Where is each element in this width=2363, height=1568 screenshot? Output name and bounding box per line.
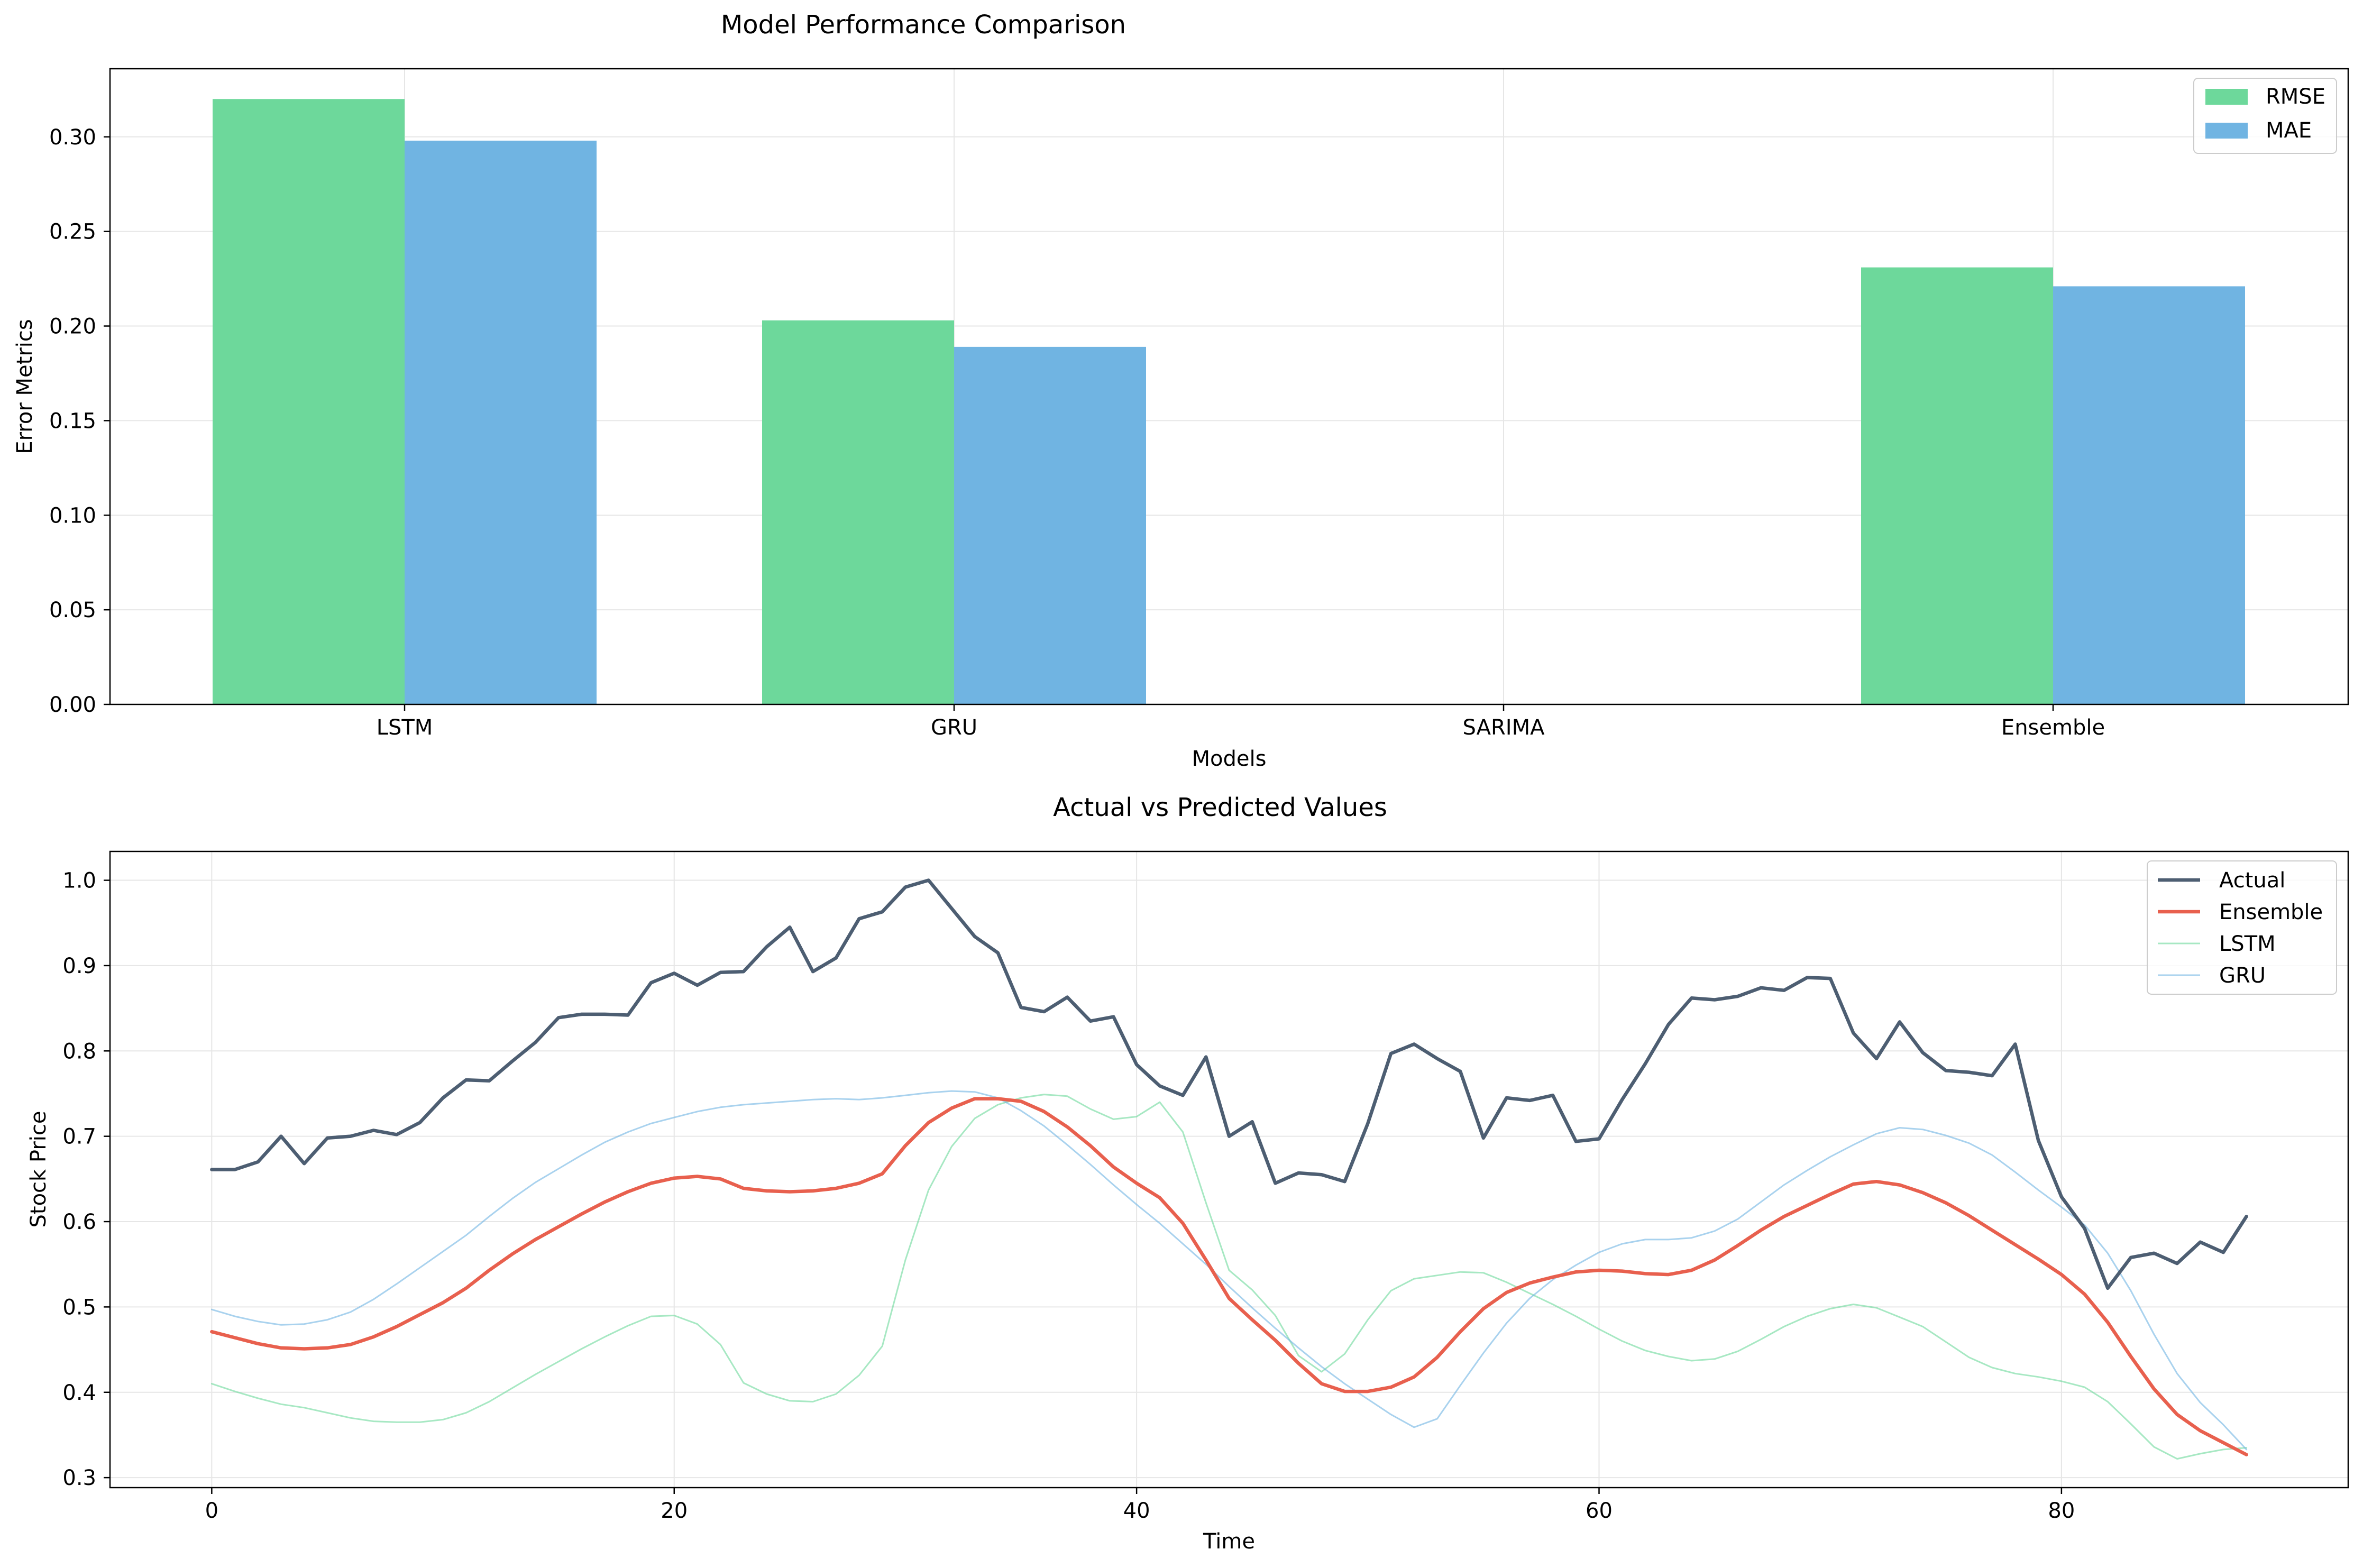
line-chart-frame bbox=[109, 850, 2349, 1489]
line-chart-ytick-label: 0.8 bbox=[62, 1039, 96, 1063]
line-chart-xtick-label: 40 bbox=[1123, 1499, 1150, 1523]
series-line-actual bbox=[210, 878, 2248, 1290]
legend-swatch-rmse bbox=[2205, 89, 2248, 105]
line-chart-legend: Actual Ensemble LSTM GRU bbox=[2147, 860, 2337, 995]
line-chart-ytick-label: 0.9 bbox=[62, 954, 96, 978]
bar-chart-bars bbox=[213, 99, 2245, 705]
line-chart-xlabel: Time bbox=[1203, 1529, 1255, 1554]
bar-mae-lstm bbox=[405, 140, 597, 705]
bar-chart-ytick-label: 0.20 bbox=[49, 315, 96, 339]
line-chart-lines bbox=[210, 878, 2248, 1460]
legend-swatch-mae bbox=[2205, 123, 2248, 139]
bar-chart-xtick-label: SARIMA bbox=[1463, 716, 1545, 740]
line-chart-ytick-label: 1.0 bbox=[62, 869, 96, 893]
legend-label-actual: Actual bbox=[2219, 868, 2285, 893]
bar-chart-ytick-label: 0.25 bbox=[49, 220, 96, 244]
bar-chart-ytick-label: 0.10 bbox=[49, 503, 96, 528]
bar-chart-legend: RMSE MAE bbox=[2193, 78, 2337, 154]
bar-rmse-lstm bbox=[213, 99, 405, 705]
bar-chart-xtick-label: Ensemble bbox=[2001, 716, 2105, 740]
legend-label-mae: MAE bbox=[2266, 118, 2312, 143]
bar-chart-ytick-label: 0.00 bbox=[49, 693, 96, 717]
legend-label-lstm: LSTM bbox=[2219, 932, 2276, 956]
bar-rmse-gru bbox=[762, 320, 954, 704]
line-chart-title: Actual vs Predicted Values bbox=[1053, 793, 1387, 822]
line-chart-xtick-label: 60 bbox=[1586, 1499, 1613, 1523]
line-chart-ytick-label: 0.3 bbox=[62, 1466, 96, 1490]
legend-label-gru: GRU bbox=[2219, 964, 2266, 988]
bar-mae-ensemble bbox=[2053, 286, 2245, 704]
line-chart-xtick-label: 20 bbox=[661, 1499, 688, 1523]
line-chart-ytick-label: 0.5 bbox=[62, 1295, 96, 1319]
bar-chart-xlabel: Models bbox=[1192, 747, 1267, 771]
bar-chart-ytick-label: 0.30 bbox=[49, 125, 96, 150]
line-chart-ticks: 0 20 40 60 80 0.3 0.4 0.5 0.6 0.7 0.8 0.9 1.0 bbox=[62, 869, 2075, 1523]
bar-rmse-ensemble bbox=[1861, 267, 2053, 704]
line-chart-legend-box bbox=[2147, 860, 2337, 995]
bar-chart-xtick-label: LSTM bbox=[377, 716, 433, 740]
line-chart-ytick-label: 0.6 bbox=[62, 1210, 96, 1234]
line-chart: 0 20 40 60 80 0.3 0.4 0.5 0.6 0.7 0.8 0.9 1.0 Actual… bbox=[26, 793, 2349, 1554]
line-chart-ytick-label: 0.4 bbox=[62, 1381, 96, 1405]
series-line-lstm bbox=[210, 1094, 2248, 1460]
series-line-ensemble bbox=[210, 1097, 2248, 1456]
legend-label-ensemble: Ensemble bbox=[2219, 900, 2323, 924]
bar-chart-xtick-label: GRU bbox=[931, 716, 977, 740]
bar-chart-ylabel: Error Metrics bbox=[13, 319, 37, 454]
line-chart-xtick-label: 0 bbox=[205, 1499, 218, 1523]
line-chart-xtick-label: 80 bbox=[2048, 1499, 2075, 1523]
bar-mae-gru bbox=[954, 346, 1146, 704]
bar-chart: LSTM GRU SARIMA Ensemble 0.00 0.05 0.10 0.15 0.2… bbox=[13, 10, 2349, 771]
bar-chart-frame bbox=[109, 68, 2349, 705]
bar-chart-ytick-label: 0.05 bbox=[49, 598, 96, 622]
line-chart-ylabel: Stock Price bbox=[26, 1111, 51, 1228]
bar-chart-ticks: LSTM GRU SARIMA Ensemble 0.00 0.05 0.10 0.15 0.2… bbox=[49, 125, 2105, 740]
line-chart-ytick-label: 0.7 bbox=[62, 1125, 96, 1149]
series-line-gru bbox=[210, 1090, 2248, 1451]
bar-chart-ytick-label: 0.15 bbox=[49, 409, 96, 433]
legend-label-rmse: RMSE bbox=[2266, 85, 2325, 109]
bar-chart-title: Model Performance Comparison bbox=[721, 10, 1126, 40]
